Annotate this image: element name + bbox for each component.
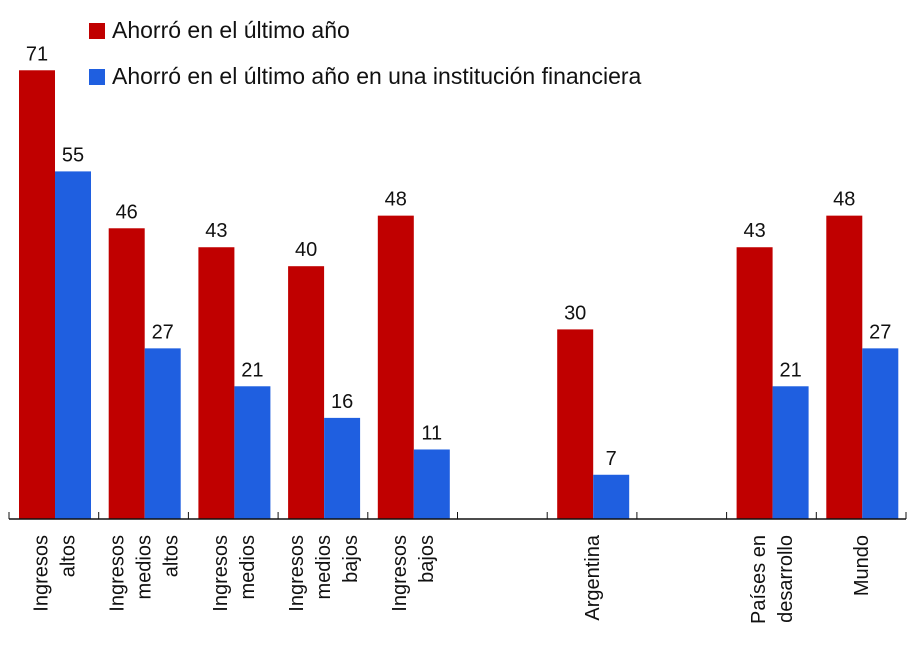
bar — [557, 329, 594, 519]
data-label: 21 — [779, 359, 801, 381]
legend-label: Ahorró en el último año — [112, 17, 350, 43]
data-label: 43 — [743, 220, 765, 242]
category-label: Ingresos — [389, 535, 411, 612]
legend-swatch — [89, 69, 105, 85]
category-label: Argentina — [582, 534, 604, 620]
category-label: medios — [237, 535, 259, 599]
bar — [826, 215, 863, 519]
data-label: 71 — [26, 43, 48, 65]
category-label: medios — [313, 535, 335, 599]
category-label: Ingresos — [286, 535, 308, 612]
category-label: altos — [57, 535, 79, 577]
bar — [108, 228, 145, 519]
data-label: 40 — [295, 239, 317, 261]
category-label: Ingresos — [210, 535, 232, 612]
data-label: 16 — [331, 391, 353, 413]
data-label: 55 — [62, 144, 84, 166]
data-label: 27 — [869, 321, 891, 343]
category-label: Ingresos — [107, 535, 129, 612]
bar — [862, 348, 899, 519]
legend-label: Ahorró en el último año en una instituci… — [112, 63, 642, 89]
bar — [736, 247, 773, 520]
bar — [144, 348, 181, 519]
data-label: 7 — [606, 448, 617, 470]
bar — [324, 417, 361, 519]
category-label: Ingresos — [30, 535, 52, 612]
data-label: 30 — [564, 302, 586, 324]
category-label: desarrollo — [775, 535, 797, 623]
category-label: Mundo — [851, 535, 873, 596]
bar — [413, 449, 450, 519]
category-label: altos — [161, 535, 183, 577]
legend-swatch — [89, 23, 105, 39]
data-label: 46 — [116, 201, 138, 223]
data-label: 48 — [833, 189, 855, 211]
category-label: medios — [134, 535, 156, 599]
category-label: Países en — [748, 535, 770, 624]
category-label: bajos — [340, 535, 362, 583]
bar — [288, 266, 325, 519]
bar — [377, 215, 414, 519]
bar — [198, 247, 235, 520]
bar — [234, 386, 271, 519]
data-label: 43 — [205, 220, 227, 242]
data-label: 48 — [385, 189, 407, 211]
bar — [593, 474, 630, 519]
data-label: 27 — [152, 321, 174, 343]
data-label: 21 — [241, 359, 263, 381]
bar — [772, 386, 809, 519]
data-label: 11 — [421, 422, 442, 444]
bar — [19, 70, 55, 519]
category-label: bajos — [416, 535, 438, 583]
bar — [55, 171, 91, 519]
